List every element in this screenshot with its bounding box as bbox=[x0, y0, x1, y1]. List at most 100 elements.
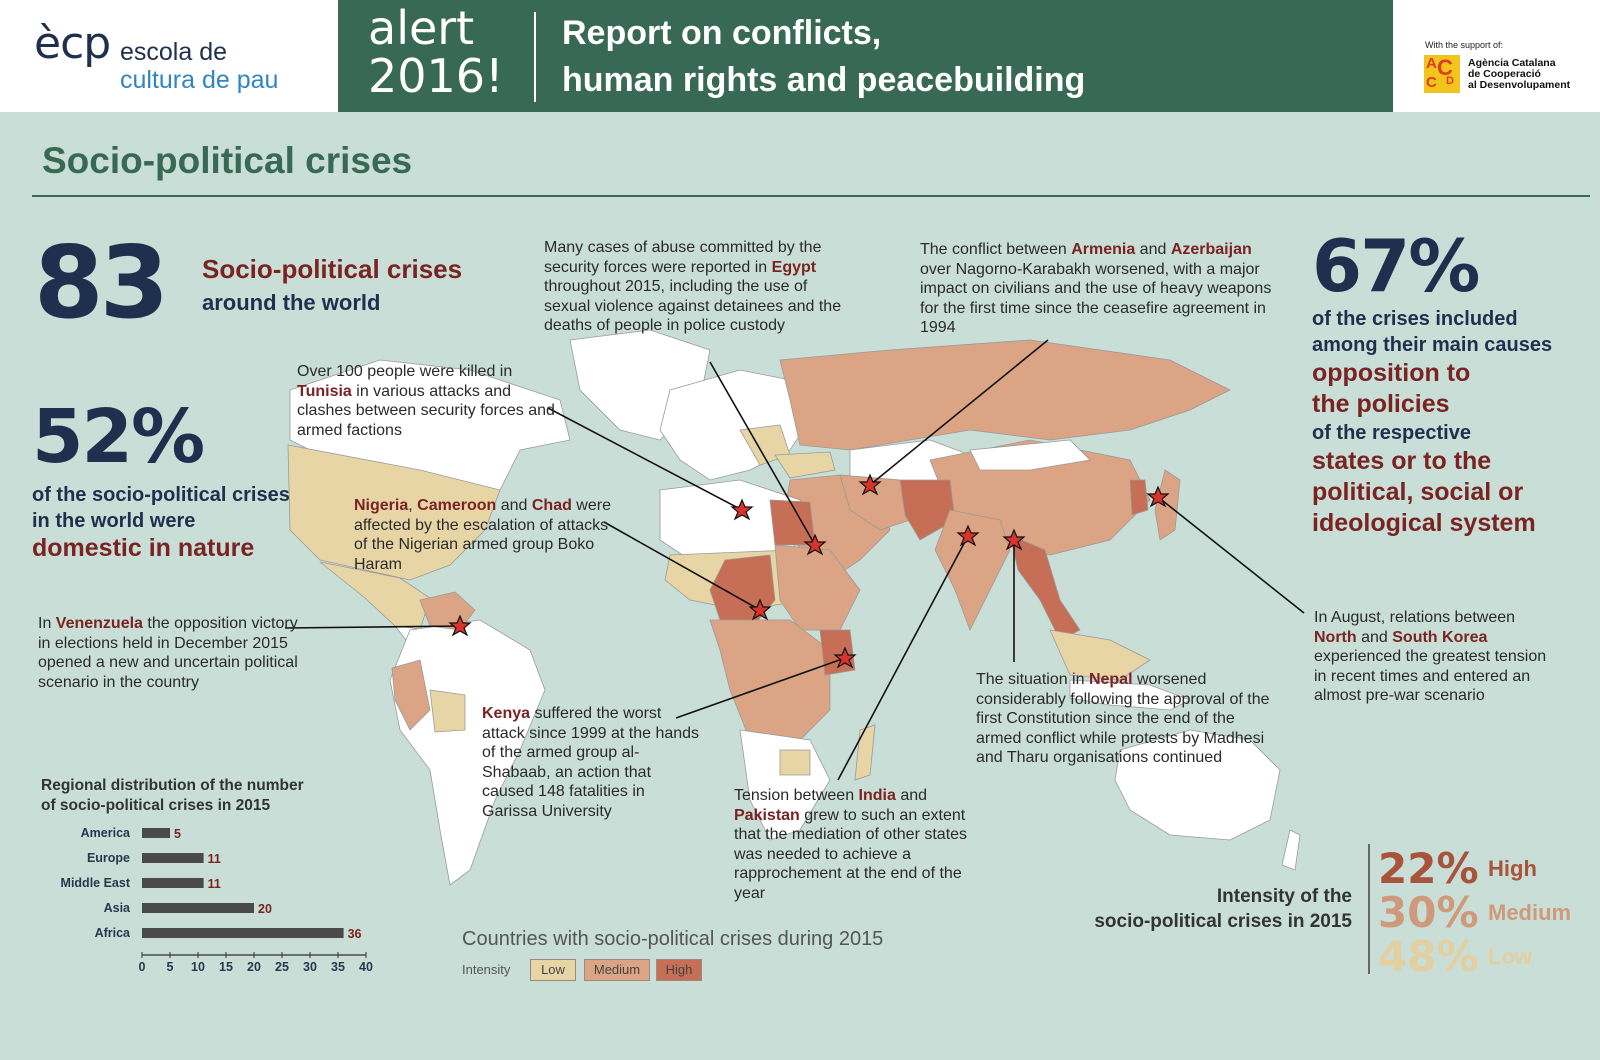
annotation-armenia-c1: Armenia bbox=[1071, 241, 1136, 258]
intensity-label: Intensity of the socio-political crises … bbox=[1080, 884, 1352, 934]
alert-line1: alert bbox=[368, 1, 475, 55]
bar bbox=[142, 853, 204, 863]
report-title: Report on conflicts, human rights and pe… bbox=[562, 10, 1085, 104]
x-tick-label: 30 bbox=[303, 960, 317, 974]
annotation-nepal-pre: The situation in bbox=[976, 671, 1089, 688]
x-tick-label: 25 bbox=[275, 960, 289, 974]
map-central-africa bbox=[709, 619, 831, 751]
legend-label-high: High bbox=[665, 962, 693, 977]
map-new-zealand bbox=[1281, 829, 1301, 871]
annotation-nigeria-post: were affected by the escalation of attac… bbox=[354, 497, 611, 573]
annotation-korea-post: experienced the greatest tension in rece… bbox=[1314, 648, 1547, 705]
bar-chart-title-line2: of socio-political crises in 2015 bbox=[41, 797, 271, 814]
map-india bbox=[934, 509, 1011, 631]
legend-swatch-medium: Medium bbox=[584, 959, 650, 981]
intensity-high-label: High bbox=[1488, 856, 1537, 881]
annotation-india-post: grew to such an extent that the mediatio… bbox=[734, 806, 968, 902]
ecp-logo-mark: ècp bbox=[34, 18, 111, 69]
map-south-america bbox=[389, 619, 546, 886]
map-turkey bbox=[774, 451, 836, 479]
map-kenya bbox=[819, 629, 856, 676]
annotation-nigeria-sep2: and bbox=[496, 497, 532, 514]
policies-hl3: states or to the bbox=[1312, 447, 1492, 475]
domestic-percent: 52% bbox=[32, 394, 205, 480]
annotation-korea-c2: South Korea bbox=[1392, 628, 1488, 646]
policies-hl1: opposition to bbox=[1312, 359, 1471, 387]
legend-title: Countries with socio-political crises du… bbox=[462, 928, 884, 950]
annotation-india: Tension between India and Pakistan grew … bbox=[734, 786, 988, 904]
annotation-tunisia: Over 100 people were killed in Tunisia i… bbox=[297, 362, 555, 440]
crises-title: Socio-political crises bbox=[202, 254, 463, 284]
x-tick-label: 0 bbox=[139, 960, 146, 974]
bar-value-label: 11 bbox=[208, 852, 221, 866]
annotation-nepal-post: worsened considerably following the appr… bbox=[976, 671, 1270, 767]
bar bbox=[142, 878, 204, 888]
bar-value-label: 36 bbox=[348, 927, 362, 941]
map-se-asia bbox=[1049, 629, 1151, 681]
agency-name: Agència Catalana de Cooperació al Desenv… bbox=[1468, 58, 1570, 91]
map-japan bbox=[1154, 469, 1181, 541]
annotation-egypt-post: throughout 2015, including the use of se… bbox=[544, 278, 842, 335]
annotation-korea-pre: In August, relations between bbox=[1314, 609, 1516, 626]
map-myanmar-thailand bbox=[1009, 534, 1081, 641]
annotation-nigeria-c3: Chad bbox=[531, 497, 572, 514]
acd-letter-c2: C bbox=[1426, 74, 1437, 91]
alert-title: alert 2016! bbox=[368, 4, 504, 100]
section-divider bbox=[32, 195, 1590, 197]
intensity-low-percent: 48% bbox=[1378, 932, 1479, 981]
bar-chart: America 5 Europe 11 Middle East 11 Asia 20 Afric… bbox=[61, 826, 373, 974]
intensity-divider bbox=[1368, 844, 1370, 974]
annotation-nepal-country: Nepal bbox=[1088, 671, 1133, 688]
annotation-india-pre: Tension between bbox=[734, 787, 859, 804]
x-tick-label: 20 bbox=[247, 960, 261, 974]
ecp-logo-line1: escola de bbox=[120, 38, 228, 66]
header: ècp escola de cultura de pau alert 2016!… bbox=[0, 0, 1600, 112]
x-tick-label: 15 bbox=[219, 960, 233, 974]
domestic-text: of the socio-political crises in the wor… bbox=[32, 484, 290, 532]
agency-line2: de Cooperació bbox=[1468, 68, 1541, 80]
acd-logo[interactable]: A C C D bbox=[1424, 55, 1460, 93]
bar-category-label: Asia bbox=[104, 901, 131, 915]
intensity-medium-label: Medium bbox=[1488, 900, 1572, 925]
header-divider bbox=[534, 12, 536, 102]
annotation-armenia-c2: Azerbaijan bbox=[1170, 241, 1252, 258]
map-indonesia bbox=[1069, 679, 1191, 711]
map-madagascar bbox=[854, 724, 876, 781]
policies-hl5: ideological system bbox=[1312, 509, 1536, 537]
alert-line2: 2016! bbox=[368, 49, 504, 103]
annotation-kenya-post: suffered the worst attack since 1999 at … bbox=[482, 705, 700, 820]
acd-letter-d: D bbox=[1446, 75, 1454, 87]
legend-swatch-low: Low bbox=[530, 959, 576, 981]
annotation-armenia-pre: The conflict between bbox=[920, 241, 1072, 258]
report-line1: Report on conflicts, bbox=[562, 14, 882, 52]
annotation-armenia-post: over Nagorno-Karabakh worsened, with a m… bbox=[920, 260, 1272, 337]
map-bolivia bbox=[429, 689, 466, 733]
policies-text-block: of the crises included among their main … bbox=[1312, 306, 1592, 539]
domestic-highlight: domestic in nature bbox=[32, 534, 255, 562]
ecp-logo-line2: cultura de pau bbox=[120, 66, 279, 94]
crises-subtitle: around the world bbox=[202, 290, 381, 315]
annotation-venezuela-country: Venenzuela bbox=[55, 615, 143, 632]
legend-label-medium: Medium bbox=[593, 962, 641, 977]
map-peru bbox=[391, 659, 431, 731]
bar-category-label: Middle East bbox=[61, 876, 131, 890]
x-tick-label: 40 bbox=[359, 960, 373, 974]
annotation-korea: In August, relations between North and S… bbox=[1314, 608, 1560, 706]
policies-line2: among their main causes bbox=[1312, 334, 1553, 356]
map-egypt bbox=[769, 499, 816, 546]
annotation-nepal: The situation in Nepal worsened consider… bbox=[976, 670, 1276, 768]
annotation-egypt: Many cases of abuse committed by the sec… bbox=[544, 238, 854, 336]
policies-hl4: political, social or bbox=[1312, 478, 1524, 506]
policies-hl2: the policies bbox=[1312, 390, 1450, 418]
annotation-kenya: Kenya suffered the worst attack since 19… bbox=[482, 704, 702, 822]
annotation-india-c2: Pakistan bbox=[734, 806, 800, 824]
intensity-label-line2: socio-political crises in 2015 bbox=[1094, 911, 1352, 932]
map-usa bbox=[287, 444, 501, 581]
x-tick-label: 5 bbox=[167, 960, 174, 974]
ecp-logo[interactable]: ècp escola de cultura de pau bbox=[0, 0, 338, 112]
bar bbox=[142, 928, 344, 938]
annotation-nigeria-c2: Cameroon bbox=[417, 497, 497, 514]
legend-label-low: Low bbox=[541, 962, 565, 977]
bar-chart-title: Regional distribution of the number of s… bbox=[41, 776, 304, 816]
crises-count: 83 bbox=[34, 224, 169, 341]
